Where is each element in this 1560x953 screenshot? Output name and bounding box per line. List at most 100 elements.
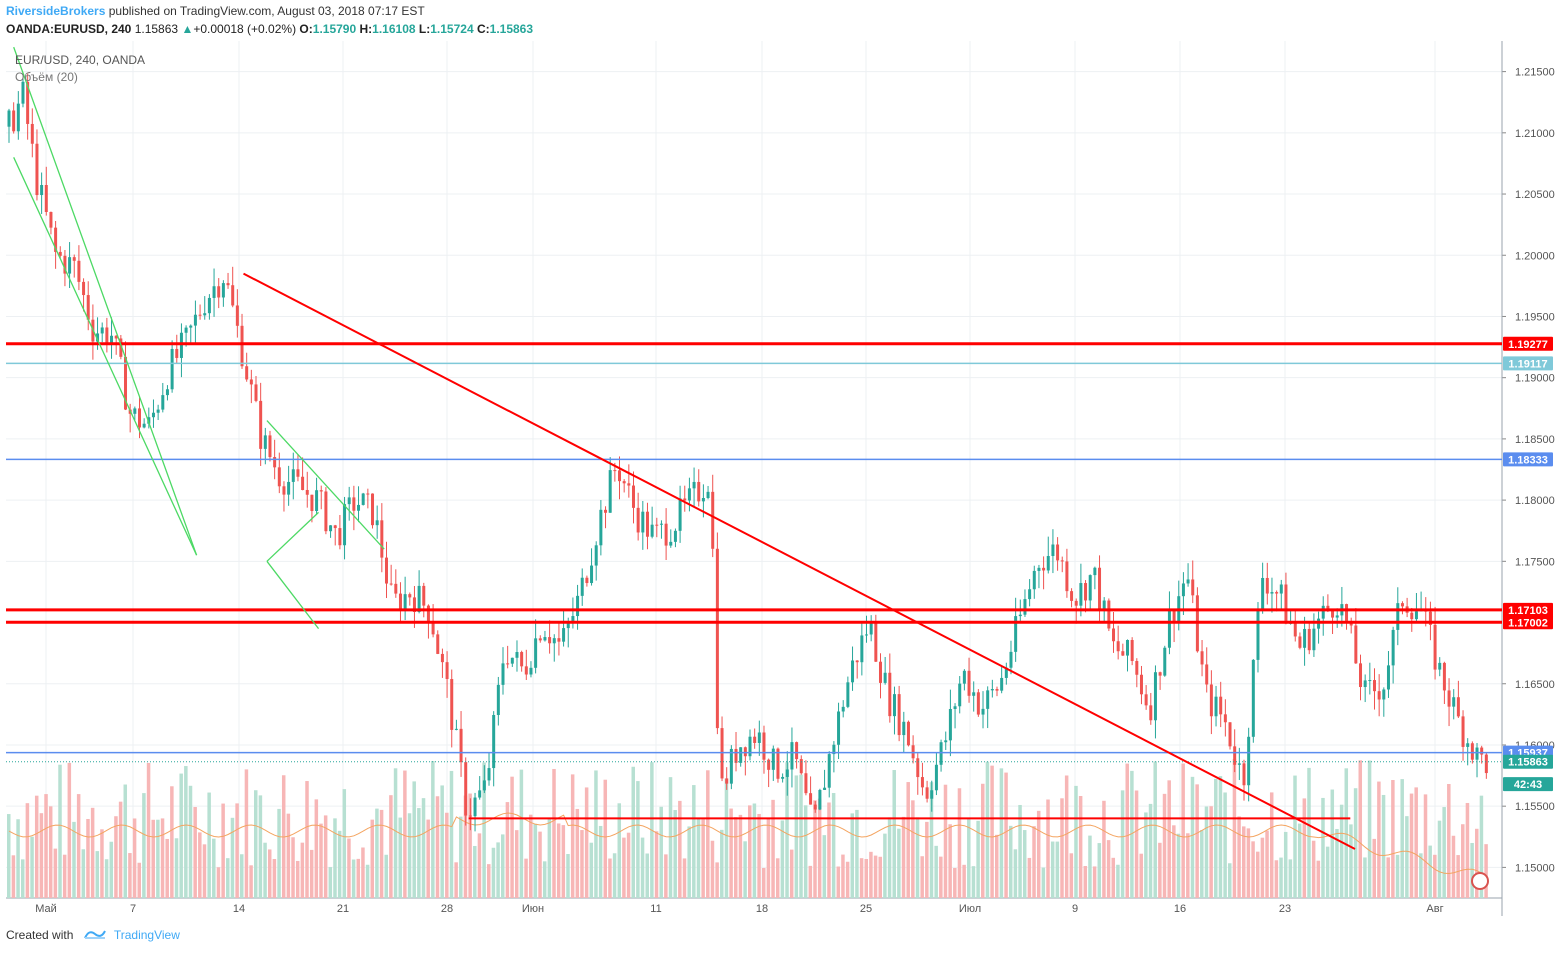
candle-body <box>1410 612 1414 620</box>
volume-bar <box>808 865 813 898</box>
x-tick-label: 7 <box>130 903 136 915</box>
volume-bar <box>1246 828 1251 898</box>
candle-body <box>26 81 30 124</box>
candle-body <box>1191 579 1195 596</box>
volume-bar <box>1092 866 1097 898</box>
volume-bar <box>151 819 155 898</box>
volume-bar <box>929 782 934 898</box>
volume-bar <box>1283 831 1288 898</box>
volume-bar <box>319 823 323 898</box>
chart-area[interactable]: Май 7 14 21 28 Июн 11 18 25 Июл 9 16 23 Авг 1.21500 1.2… <box>6 41 1555 916</box>
candle-body <box>1456 697 1460 717</box>
volume-bar <box>720 829 724 898</box>
volume-bar <box>1195 784 1199 898</box>
volume-bar <box>1358 760 1363 898</box>
volume-bar <box>1232 758 1237 898</box>
volume-bar <box>943 784 948 898</box>
candle-body <box>1247 736 1251 786</box>
volume-legend[interactable]: Объём (20) <box>15 70 78 84</box>
x-tick-label: Май <box>35 903 57 915</box>
price-tag-label: 1.17103 <box>1508 605 1548 617</box>
volume-bar <box>295 860 300 898</box>
volume-bar <box>449 770 454 898</box>
candle-body <box>986 690 990 709</box>
candle-body <box>655 524 659 526</box>
volume-bar <box>631 766 635 898</box>
volume-bar <box>351 859 356 898</box>
price-chart[interactable]: Май 7 14 21 28 Июн 11 18 25 Июл 9 16 23 Авг 1.21500 1.2… <box>6 41 1560 916</box>
volume-bar <box>692 785 696 898</box>
candle-body <box>1139 674 1143 695</box>
candle-body <box>767 759 771 770</box>
candle-body <box>1475 747 1479 760</box>
volume-bar <box>1353 788 1358 898</box>
candle-body <box>1112 628 1116 642</box>
volume-bar <box>1274 860 1279 898</box>
volume-bar <box>16 819 20 898</box>
volume-bar <box>1088 835 1092 898</box>
volume-bar <box>575 808 580 898</box>
tradingview-link[interactable]: TradingView <box>113 928 180 942</box>
green-channel-line <box>13 46 198 556</box>
candle-body <box>7 110 11 127</box>
candle-body <box>962 670 966 684</box>
candle-body <box>1130 640 1134 662</box>
volume-bar <box>174 838 179 898</box>
volume-bar <box>1228 863 1232 898</box>
candle-body <box>706 491 710 498</box>
volume-bar <box>333 818 337 898</box>
candle-body <box>953 706 957 709</box>
volume-bar <box>748 805 752 898</box>
instrument-legend[interactable]: EUR/USD, 240, OANDA <box>15 53 146 67</box>
candle-body <box>608 470 612 513</box>
volume-bar <box>100 829 104 898</box>
publisher-link[interactable]: RiversideBrokers <box>6 4 106 18</box>
volume-bar <box>892 770 896 898</box>
candle-body <box>1004 667 1008 678</box>
candle-body <box>287 481 291 495</box>
candle-body <box>967 670 971 696</box>
price-tag-label: 1.18333 <box>1508 454 1548 466</box>
candle-body <box>1312 628 1316 651</box>
candle-body <box>240 325 244 367</box>
volume-bar <box>81 849 86 898</box>
volume-bar <box>967 819 971 898</box>
candle-body <box>398 593 402 611</box>
candle-body <box>221 283 225 298</box>
candle-body <box>436 634 440 654</box>
volume-bar <box>505 802 510 898</box>
candle-body <box>440 653 444 663</box>
volume-bar <box>165 838 169 898</box>
candle-body <box>1284 584 1288 624</box>
volume-bar <box>412 781 416 898</box>
volume-bar <box>1433 854 1437 898</box>
volume-bar <box>1395 854 1400 898</box>
candle-body <box>487 768 491 781</box>
candle-body <box>296 469 300 477</box>
candle-body <box>343 504 347 546</box>
candle-body <box>291 469 295 482</box>
volume-bar <box>314 799 319 898</box>
candle-body <box>902 721 906 736</box>
candle-body <box>781 776 785 779</box>
volume-bar <box>1050 841 1055 898</box>
volume-bar <box>836 866 841 898</box>
candle-body <box>1275 592 1279 594</box>
volume-bar <box>622 837 626 898</box>
volume-bar <box>920 856 924 898</box>
volume-bar <box>724 778 729 898</box>
candle-body <box>77 260 81 282</box>
candle-body <box>645 511 649 537</box>
volume-bar <box>859 858 864 898</box>
candle-body <box>1060 560 1064 562</box>
candle-body <box>552 638 556 644</box>
candle-body <box>1158 672 1162 676</box>
candle-body <box>273 457 277 468</box>
volume-bar <box>985 761 990 898</box>
candle-body <box>1037 567 1041 571</box>
volume-bar <box>389 795 393 898</box>
change-value: +0.00018 (+0.02%) <box>193 22 297 36</box>
y-tick-label: 1.16500 <box>1515 679 1555 691</box>
candle-body <box>678 498 682 531</box>
candle-body <box>1433 624 1437 670</box>
